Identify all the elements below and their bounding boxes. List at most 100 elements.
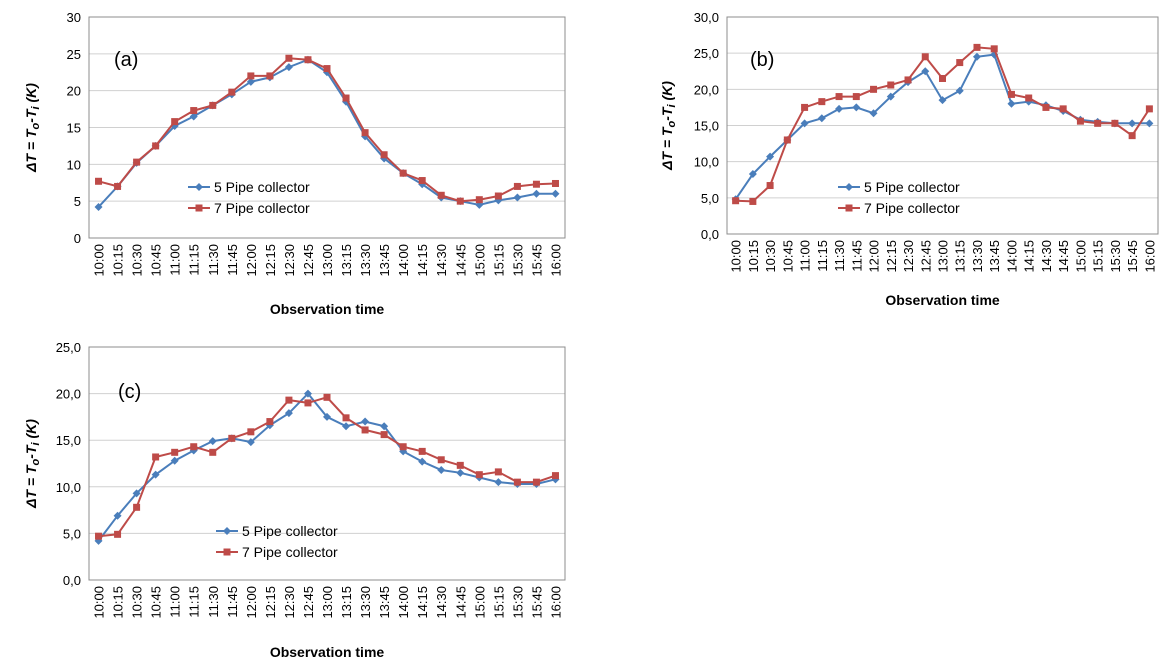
data-point <box>246 438 255 447</box>
y-axis-title: ΔT = To-Ti (K) <box>659 81 678 171</box>
x-tick-label: 13:30 <box>358 586 373 619</box>
legend-label: 7 Pipe collector <box>214 200 310 216</box>
plot-area-frame <box>88 346 566 581</box>
x-tick-label: 10:30 <box>130 244 145 277</box>
data-point <box>437 456 445 464</box>
data-point <box>284 409 293 418</box>
data-point <box>189 112 198 121</box>
y-tick-label: 10,0 <box>694 155 719 170</box>
x-tick-label: 11:45 <box>849 240 864 272</box>
data-point <box>818 98 826 106</box>
data-point <box>783 136 791 144</box>
legend-marker <box>195 183 203 191</box>
x-tick-label: 11:30 <box>206 586 221 618</box>
x-tick-label: 12:30 <box>282 244 297 277</box>
data-point <box>399 169 407 177</box>
data-point <box>551 179 559 187</box>
x-tick-label: 14:00 <box>396 244 411 277</box>
x-tick-label: 15:00 <box>472 244 487 277</box>
y-axis-title-part: (K) <box>659 81 675 105</box>
panel-label: (a) <box>114 49 138 71</box>
y-axis-title: ΔT = To-Ti (K) <box>23 419 42 509</box>
data-point <box>852 93 860 101</box>
x-tick-label: 12:15 <box>263 244 278 277</box>
series-line-5-pipe <box>97 58 556 208</box>
data-point <box>972 52 981 61</box>
data-point <box>361 426 369 434</box>
data-point <box>437 191 445 199</box>
x-tick-label: 10:00 <box>729 240 744 273</box>
data-point <box>456 468 465 477</box>
data-point <box>1076 117 1084 125</box>
data-point <box>133 158 141 166</box>
data-point <box>1007 99 1016 108</box>
x-tick-label: 15:30 <box>510 244 525 277</box>
x-tick-label: 15:00 <box>472 586 487 619</box>
y-axis-title-part: -T <box>23 444 39 459</box>
x-tick-label: 11:15 <box>815 240 830 272</box>
y-axis-title-part: ΔT = T <box>23 464 39 509</box>
data-point <box>956 59 964 67</box>
legend-label: 5 Pipe collector <box>864 179 960 195</box>
y-axis-title-subscript: o <box>666 120 678 127</box>
chart-a: 0 5 10 15 20 25 30 10:00 10:15 10:30 10:45 11:00 11:… <box>23 10 566 317</box>
data-point <box>247 428 255 436</box>
data-point <box>246 77 255 86</box>
data-point <box>228 88 236 96</box>
y-tick-label: 15,0 <box>56 433 81 448</box>
data-point <box>303 389 312 398</box>
data-point <box>380 151 388 159</box>
data-point <box>869 109 878 118</box>
x-tick-label: 10:15 <box>111 244 126 277</box>
legend-label: 5 Pipe collector <box>214 179 310 195</box>
plot-area-frame <box>726 16 1159 235</box>
data-point <box>749 197 757 205</box>
x-tick-label: 16:00 <box>1142 240 1157 273</box>
x-tick-label: 11:00 <box>798 240 813 272</box>
x-tick-label: 15:15 <box>1091 240 1106 273</box>
x-tick-label: 11:15 <box>187 244 202 276</box>
x-tick-label: 14:00 <box>1004 240 1019 273</box>
y-tick-label: 30 <box>67 10 81 25</box>
data-point <box>208 437 217 446</box>
x-tick-label: 11:00 <box>168 586 183 618</box>
x-axis-title: Observation time <box>270 301 385 317</box>
data-point <box>817 114 826 123</box>
data-point <box>1145 105 1153 113</box>
chart-c: 0,0 5,0 10,0 15,0 20,0 25,0 10:00 10:15 10:30 10:… <box>23 340 566 660</box>
x-tick-label: 10:30 <box>763 240 778 273</box>
data-point <box>766 182 774 190</box>
x-tick-label: 15:45 <box>529 244 544 277</box>
x-tick-label: 13:45 <box>377 586 392 619</box>
data-point <box>284 63 293 72</box>
x-tick-label: 14:45 <box>1056 240 1071 273</box>
x-tick-label: 12:00 <box>244 586 259 619</box>
data-point <box>380 422 389 431</box>
data-point <box>766 152 775 161</box>
data-point <box>938 96 947 105</box>
x-tick-label: 12:30 <box>282 586 297 619</box>
data-point <box>418 447 426 455</box>
legend-label: 7 Pipe collector <box>242 544 338 560</box>
y-tick-label: 20,0 <box>56 387 81 402</box>
y-tick-label: 15,0 <box>694 119 719 134</box>
data-point <box>171 118 179 126</box>
data-point <box>342 94 350 102</box>
y-tick-label: 0,0 <box>63 573 81 588</box>
data-point <box>904 76 912 84</box>
x-tick-label: 10:15 <box>111 586 126 619</box>
y-tick-label: 5,0 <box>701 191 719 206</box>
panel-label: (b) <box>750 49 774 71</box>
data-point <box>95 177 103 185</box>
x-tick-label: 10:45 <box>149 586 164 619</box>
x-tick-label: 14:30 <box>1039 240 1054 273</box>
y-tick-label: 10,0 <box>56 480 81 495</box>
data-point <box>835 104 844 113</box>
legend-marker <box>845 204 853 212</box>
y-tick-label: 20 <box>67 84 81 99</box>
data-point <box>532 478 540 486</box>
y-axis-title-subscript: i <box>30 441 42 445</box>
x-tick-label: 15:30 <box>510 586 525 619</box>
data-point <box>342 414 350 422</box>
